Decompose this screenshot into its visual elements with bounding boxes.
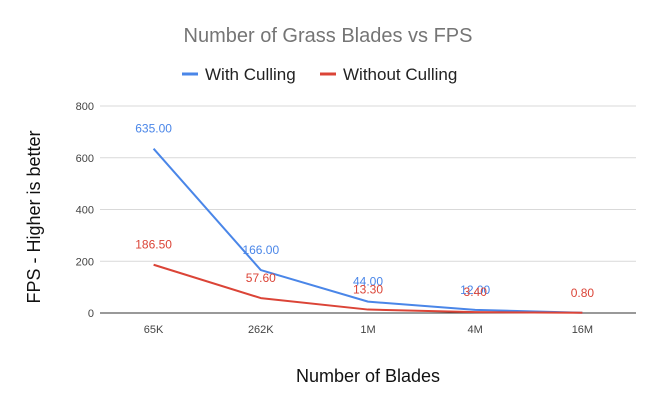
- y-tick-label: 400: [76, 205, 94, 217]
- data-label-without-culling: 3.40: [464, 285, 488, 299]
- x-tick-label: 16M: [572, 324, 593, 336]
- chart-title: Number of Grass Blades vs FPS: [184, 25, 473, 47]
- data-label-without-culling: 0.80: [571, 286, 595, 300]
- y-tick-label: 800: [76, 101, 94, 113]
- x-tick-label: 262K: [248, 324, 274, 336]
- legend: With Culling Without Culling: [182, 65, 457, 84]
- y-axis-title: FPS - Higher is better: [24, 130, 44, 303]
- legend-label-with-culling: With Culling: [205, 65, 296, 84]
- data-labels: 635.00 166.00 44.00 12.00 186.50 57.60 13.30 3.…: [135, 122, 594, 300]
- data-label-without-culling: 13.30: [353, 283, 383, 297]
- y-tick-labels: 0 200 400 600 800: [76, 101, 94, 320]
- x-tick-labels: 65K 262K 1M 4M 16M: [144, 324, 593, 336]
- data-label-with-culling: 166.00: [242, 243, 279, 257]
- data-label-with-culling: 44.00: [353, 275, 383, 289]
- y-tick-label: 200: [76, 256, 94, 268]
- x-tick-label: 65K: [144, 324, 164, 336]
- gridlines: [100, 105, 636, 314]
- data-label-without-culling: 57.60: [246, 271, 276, 285]
- data-label-without-culling: 186.50: [135, 238, 172, 252]
- data-label-with-culling: 12.00: [460, 283, 490, 297]
- series-lines: [152, 148, 583, 314]
- x-tick-label: 4M: [468, 324, 483, 336]
- x-tick-label: 1M: [360, 324, 375, 336]
- data-label-with-culling: 635.00: [135, 122, 172, 136]
- x-axis-title: Number of Blades: [296, 366, 440, 386]
- legend-label-without-culling: Without Culling: [343, 65, 457, 84]
- y-tick-label: 0: [88, 308, 94, 320]
- y-tick-label: 600: [76, 153, 94, 165]
